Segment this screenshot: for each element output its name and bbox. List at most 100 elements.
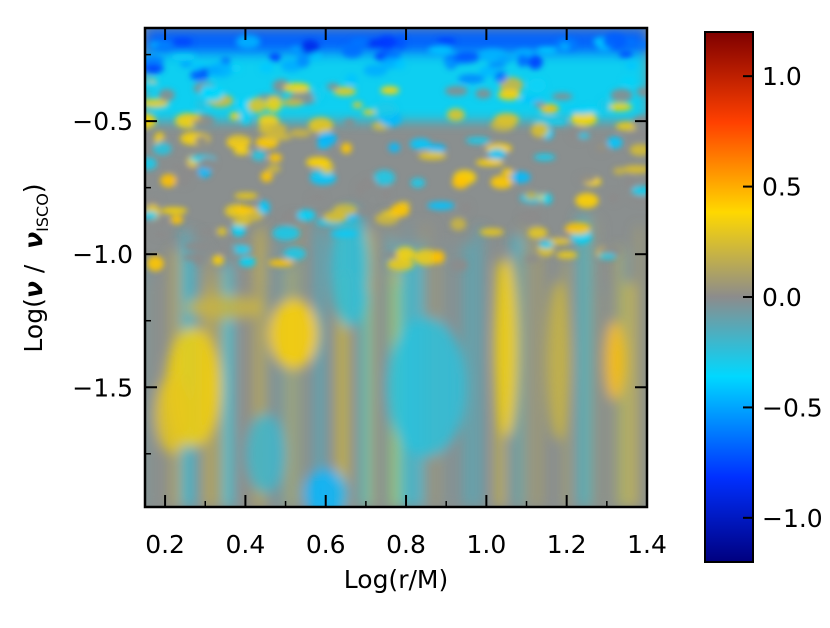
heatmap-blob <box>446 108 465 122</box>
heatmap-blob <box>344 118 355 128</box>
heatmap-blob <box>269 52 282 62</box>
heatmap-blob <box>494 113 520 127</box>
heatmap-blob <box>517 54 529 68</box>
heatmap-blob <box>229 112 241 121</box>
heatmap-blob <box>363 64 388 77</box>
heatmap-blob <box>170 53 197 61</box>
x-tick-label: 1.2 <box>547 530 587 559</box>
heatmap-blob <box>152 230 169 239</box>
heatmap-blob <box>296 209 316 222</box>
heatmap-streak <box>461 242 475 507</box>
heatmap-blob <box>454 50 480 63</box>
heatmap-streak <box>223 264 233 507</box>
y-tick-label: −1.0 <box>72 240 133 269</box>
heatmap-blob <box>539 103 559 114</box>
heatmap-blob <box>146 255 164 272</box>
heatmap-blob <box>345 73 358 85</box>
heatmap-streak <box>314 292 326 507</box>
heatmap-blob <box>575 193 599 209</box>
heatmap-blob <box>216 227 227 236</box>
heatmap-blob <box>333 86 357 96</box>
heatmap-feature <box>245 413 286 494</box>
heatmap-blob <box>618 50 633 58</box>
heatmap-feature <box>268 299 319 370</box>
colorbar-tick-label: 0.5 <box>762 173 802 202</box>
heatmap-feature <box>155 373 192 454</box>
y-tick-label: −0.5 <box>72 107 133 136</box>
heatmap-blob <box>628 130 647 139</box>
heatmap-blob <box>637 40 647 49</box>
heatmap-blob <box>475 159 504 167</box>
heatmap-blob <box>533 153 556 161</box>
heatmap-blob <box>524 255 540 263</box>
colorbar-tick-label: 1.0 <box>762 62 802 91</box>
heatmap-streak <box>635 226 643 507</box>
heatmap-blob <box>444 58 456 67</box>
x-tick-label: 0.6 <box>306 530 346 559</box>
heatmap-blob <box>432 250 445 264</box>
heatmap-blob <box>517 209 543 224</box>
heatmap-blob <box>228 136 252 143</box>
heatmap-blob <box>160 207 188 215</box>
heatmap-blob <box>524 191 538 200</box>
heatmap-blob <box>527 226 548 239</box>
heatmap-blob <box>183 241 209 252</box>
heatmap-blob <box>390 203 410 218</box>
heatmap-blob <box>598 253 617 260</box>
heatmap-blob <box>238 256 256 267</box>
heatmap-blob <box>373 170 396 186</box>
heatmap-blob <box>306 156 331 168</box>
heatmap-blob <box>260 170 273 183</box>
heatmap-blob <box>436 37 457 45</box>
heatmap-blob <box>380 86 400 95</box>
heatmap-streak <box>589 221 600 507</box>
heatmap-field <box>145 28 647 507</box>
heatmap-blob <box>610 88 633 102</box>
heatmap-streak <box>474 227 484 507</box>
heatmap-blob <box>145 81 159 90</box>
heatmap-blob <box>613 167 626 175</box>
heatmap-blob <box>497 55 515 63</box>
heatmap-streak <box>283 266 294 507</box>
heatmap-blob <box>530 122 549 138</box>
heatmap-blob <box>235 34 261 49</box>
heatmap-blob <box>450 217 467 231</box>
heatmap-blob <box>212 254 224 266</box>
heatmap-blob <box>465 136 491 145</box>
heatmap-blob <box>497 89 521 101</box>
heatmap-blob <box>247 97 267 114</box>
heatmap-blob <box>272 225 301 241</box>
heatmap-blob <box>234 192 258 200</box>
x-tick-label: 0.8 <box>386 530 426 559</box>
heatmap-streak <box>603 283 611 507</box>
heatmap-blob <box>542 193 553 205</box>
heatmap-blob <box>528 77 547 93</box>
svg-text:Log(ν / νISCO): Log(ν / νISCO) <box>19 183 52 352</box>
heatmap-blob <box>487 148 507 160</box>
heatmap-blob <box>155 219 169 227</box>
heatmap-blob <box>340 142 352 154</box>
heatmap-blob <box>158 88 175 102</box>
heatmap-blob <box>352 101 363 109</box>
heatmap-blob <box>258 123 273 135</box>
heatmap-blob <box>268 259 294 267</box>
heatmap-blob <box>636 87 647 97</box>
heatmap-blob <box>501 168 514 176</box>
heatmap-blob <box>487 61 507 68</box>
heatmap-blob <box>350 37 370 46</box>
colorbar-tick-label: −0.5 <box>762 393 823 422</box>
heatmap-blob <box>233 147 250 156</box>
heatmap-blob <box>418 151 447 160</box>
heatmap-blob <box>317 131 337 146</box>
heatmap-blob <box>330 230 358 237</box>
heatmap-blob <box>479 228 504 236</box>
heatmap-feature <box>303 468 348 507</box>
heatmap-blob <box>283 82 311 93</box>
heatmap-blob <box>182 253 204 262</box>
heatmap-blob <box>499 77 524 93</box>
heatmap-blob <box>428 45 454 55</box>
heatmap-blob <box>206 62 234 78</box>
heatmap-blob <box>145 211 158 220</box>
heatmap-blob <box>219 246 237 254</box>
heatmap-blob <box>179 167 201 174</box>
